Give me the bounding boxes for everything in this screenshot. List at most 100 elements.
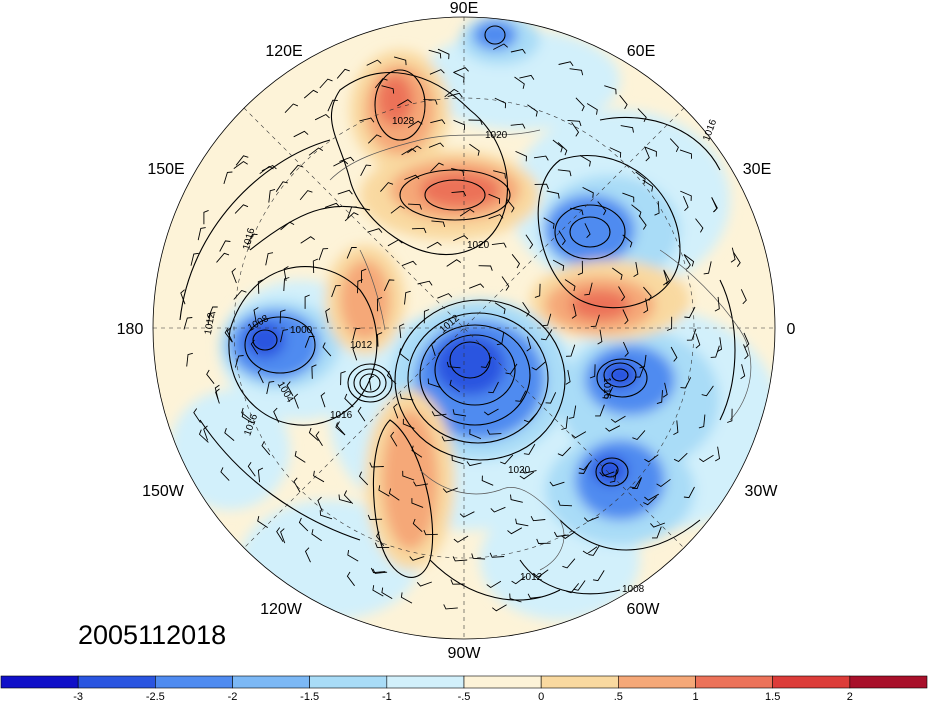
wind-barb: [273, 407, 280, 423]
wind-barb: [634, 365, 645, 378]
wind-barb: [358, 471, 369, 486]
wind-barb: [663, 270, 668, 286]
wind-barb: [683, 254, 691, 270]
wind-barb: [298, 517, 309, 532]
wind-barb: [190, 252, 199, 266]
wind-barb: [666, 316, 673, 331]
wind-barb: [609, 147, 622, 158]
wind-barb: [590, 314, 600, 328]
wind-barb: [352, 345, 358, 361]
wind-barb: [599, 471, 615, 477]
wind-barb: [361, 268, 367, 283]
wind-barb: [347, 206, 357, 219]
wind-barb: [488, 214, 504, 220]
colorbar-tick-label: -.5: [458, 691, 471, 702]
contour-label: 1000: [290, 325, 313, 336]
wind-barb: [486, 580, 502, 589]
wind-barb: [431, 411, 447, 417]
wind-barb: [453, 535, 469, 543]
longitude-labels: 90E 120E 60E 150E 30E 180 0 150W 30W 120…: [117, 0, 796, 662]
wind-barb: [308, 427, 319, 441]
wind-barb: [327, 99, 338, 112]
wind-barb: [390, 431, 398, 447]
wind-barb: [509, 593, 522, 603]
wind-barb: [400, 592, 413, 604]
wind-barb: [376, 296, 383, 312]
wind-barb: [399, 323, 405, 339]
wind-barb: [511, 576, 526, 585]
wind-barb: [733, 252, 741, 267]
wind-barb: [451, 168, 465, 176]
wind-barb: [286, 381, 294, 397]
wind-barb: [562, 558, 576, 569]
wind-barb: [609, 469, 618, 483]
wind-barb: [411, 227, 427, 234]
wind-barb: [637, 108, 647, 122]
colorbar-tick-label: -3: [73, 691, 83, 702]
wind-barb: [372, 585, 384, 597]
wind-barb: [224, 328, 233, 343]
wind-barb: [428, 49, 442, 59]
wind-barb: [567, 119, 582, 127]
wind-barb: [531, 361, 546, 371]
wind-barb: [489, 552, 505, 558]
wind-barb: [680, 190, 692, 201]
wind-barb: [367, 134, 382, 144]
wind-barb: [519, 74, 535, 80]
wind-barb: [643, 298, 649, 314]
wind-barb: [670, 346, 678, 362]
wind-barb: [380, 182, 394, 192]
wind-barb: [493, 43, 508, 50]
wind-barb: [261, 164, 277, 172]
wind-barb: [417, 280, 433, 286]
wind-barb: [701, 385, 714, 397]
wind-barb: [466, 461, 482, 467]
wind-barb: [257, 279, 264, 294]
wind-barb: [430, 162, 444, 172]
wind-barb: [584, 282, 593, 296]
wind-barb: [673, 452, 688, 463]
wind-barb: [381, 85, 395, 94]
contour-label: 1008: [622, 584, 645, 595]
wind-barb: [679, 149, 692, 159]
wind-barb: [469, 429, 482, 440]
wind-barb: [480, 356, 492, 368]
wind-barb: [257, 368, 264, 384]
wind-barb: [372, 568, 388, 574]
wind-barb: [352, 327, 361, 341]
wind-barb: [740, 364, 746, 380]
contour-label: 1012: [350, 340, 373, 351]
contour-label: 1016: [330, 410, 353, 421]
contour-label: 1012: [203, 312, 218, 336]
wind-barb: [402, 418, 415, 429]
wind-barb: [294, 450, 306, 463]
contour-label: 1016: [601, 377, 612, 400]
wind-barb: [595, 404, 605, 417]
wind-barb: [533, 155, 549, 161]
wind-barb: [639, 354, 647, 369]
wind-barb: [253, 307, 259, 322]
wind-barb: [583, 516, 599, 522]
wind-barb: [566, 583, 580, 594]
wind-barb: [407, 145, 422, 154]
lon-label-30e: 30E: [743, 161, 771, 178]
wind-barb: [459, 208, 475, 217]
wind-barb: [367, 514, 383, 520]
wind-barb: [368, 375, 374, 391]
wind-barb: [318, 248, 329, 261]
wind-barb: [409, 556, 425, 561]
wind-barb: [622, 192, 635, 203]
wind-barb: [471, 553, 486, 560]
wind-barb: [324, 202, 340, 208]
wind-barb: [412, 518, 423, 533]
wind-barb: [404, 290, 411, 305]
wind-barb: [335, 422, 346, 436]
wind-barb: [449, 379, 460, 393]
wind-barb: [568, 405, 577, 419]
wind-barb: [602, 387, 614, 399]
wind-barb: [578, 462, 590, 474]
wind-barb: [683, 254, 695, 267]
colorbar-box: [309, 675, 388, 689]
wind-barb: [620, 125, 634, 133]
wind-barb: [526, 336, 532, 352]
